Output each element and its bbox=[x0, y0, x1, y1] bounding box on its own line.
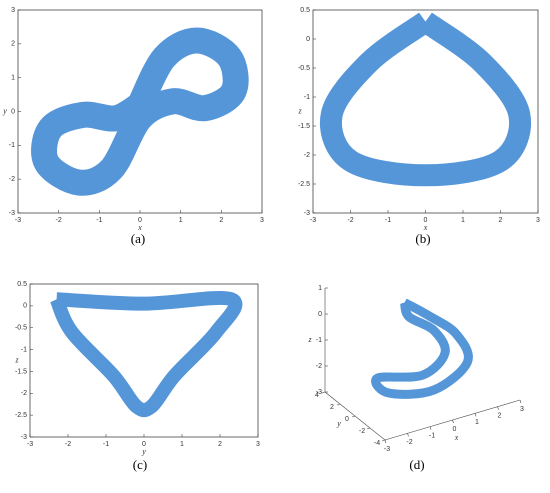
y-tick-label: -1.5 bbox=[298, 123, 310, 130]
panel-label: (b) bbox=[415, 231, 430, 246]
y-tick-label: 0 bbox=[23, 303, 27, 310]
x-tick-label: -3 bbox=[27, 441, 33, 448]
x-tick bbox=[407, 433, 409, 437]
x-tick-label: 1 bbox=[180, 441, 184, 448]
y-axis-label: z bbox=[14, 355, 19, 364]
x-tick-label: 2 bbox=[498, 413, 502, 420]
x-tick-label: 3 bbox=[520, 406, 524, 413]
x-tick-label: 0 bbox=[142, 441, 146, 448]
y-tick-label: -2 bbox=[21, 390, 27, 397]
z-tick-label: 0 bbox=[318, 311, 322, 318]
y-tick-label: -1 bbox=[21, 346, 27, 353]
y-axis-label: z bbox=[297, 106, 302, 115]
x-tick-label: 1 bbox=[475, 419, 479, 426]
z-tick-label: -3 bbox=[316, 389, 322, 396]
y-tick-label: -3 bbox=[21, 434, 27, 441]
y-tick-label: -1.5 bbox=[15, 368, 27, 375]
x-tick-label: 0 bbox=[424, 217, 428, 224]
x-axis-label: x bbox=[454, 433, 459, 442]
y-tick-label: 0.5 bbox=[300, 7, 310, 14]
x-tick-label: 1 bbox=[179, 217, 183, 224]
x-tick-label: 3 bbox=[536, 217, 540, 224]
trajectory bbox=[320, 12, 531, 187]
x-tick-label: 2 bbox=[218, 441, 222, 448]
y-tick-label: -2.5 bbox=[15, 412, 27, 419]
trajectory bbox=[371, 298, 473, 399]
y-tick-label: 1 bbox=[11, 75, 15, 82]
z-tick-label: 1 bbox=[318, 285, 322, 292]
y-tick-label: -3 bbox=[304, 210, 310, 217]
x-tick-label: 0 bbox=[138, 217, 142, 224]
y-tick bbox=[366, 427, 371, 430]
y-tick-label: -0.5 bbox=[298, 65, 310, 72]
y-tick-label: -2 bbox=[304, 152, 310, 159]
x-tick bbox=[384, 439, 387, 444]
y-tick-label: 2 bbox=[330, 404, 334, 411]
y-tick bbox=[336, 403, 341, 406]
y-tick-label: 4 bbox=[315, 392, 319, 399]
y-tick-label: -1 bbox=[9, 142, 15, 149]
x-tick-label: -1 bbox=[103, 441, 109, 448]
x-tick-label: -2 bbox=[65, 441, 71, 448]
x-tick bbox=[519, 399, 522, 404]
panel-label: (d) bbox=[409, 457, 424, 472]
y-tick-label: 0 bbox=[306, 36, 310, 43]
x-tick-label: 2 bbox=[219, 217, 223, 224]
y-tick bbox=[381, 439, 386, 442]
y-tick-label: 0 bbox=[345, 416, 349, 423]
x-tick-label: -1 bbox=[385, 217, 391, 224]
x-tick bbox=[429, 426, 432, 430]
x-tick-label: -3 bbox=[384, 446, 390, 453]
y-tick bbox=[321, 391, 326, 394]
x-tick-label: 3 bbox=[260, 217, 264, 224]
x-tick-label: -1 bbox=[429, 433, 435, 440]
y-tick-label: 0 bbox=[11, 108, 15, 115]
x-tick bbox=[497, 406, 499, 410]
x-tick-label: -3 bbox=[15, 217, 21, 224]
trajectory bbox=[31, 27, 249, 196]
x-tick-label: -2 bbox=[347, 217, 353, 224]
y-tick bbox=[351, 415, 356, 418]
x-tick-label: -1 bbox=[96, 217, 102, 224]
x-tick bbox=[452, 419, 454, 424]
x-axis-label: x bbox=[423, 223, 428, 232]
y-tick-label: -0.5 bbox=[15, 325, 27, 332]
x-axis-label: y bbox=[141, 447, 146, 456]
y-tick-label: 3 bbox=[11, 7, 15, 14]
y-axis-label: y bbox=[2, 106, 7, 115]
x-tick bbox=[474, 413, 477, 417]
x-axis-label: x bbox=[137, 223, 142, 232]
x-tick-label: -3 bbox=[310, 217, 316, 224]
panel-label: (a) bbox=[131, 231, 145, 246]
x-tick-label: 1 bbox=[461, 217, 465, 224]
y-tick-label: 2 bbox=[11, 41, 15, 48]
z-tick-label: -1 bbox=[316, 337, 322, 344]
y-tick-label: -3 bbox=[9, 210, 15, 217]
panel-label: (c) bbox=[133, 457, 147, 472]
y-tick-label: -1 bbox=[304, 94, 310, 101]
y-axis-label: y bbox=[336, 419, 341, 428]
x-tick-label: 0 bbox=[453, 426, 457, 433]
z-tick-label: -2 bbox=[316, 363, 322, 370]
x-tick-label: 3 bbox=[256, 441, 260, 448]
x-tick-label: -2 bbox=[56, 217, 62, 224]
y-tick-label: -2.5 bbox=[298, 181, 310, 188]
trajectory bbox=[50, 290, 243, 418]
y-tick-label: 0.5 bbox=[17, 281, 27, 288]
y-tick-label: -4 bbox=[374, 440, 380, 447]
z-axis-label: z bbox=[307, 335, 312, 344]
x-tick-label: 2 bbox=[499, 217, 503, 224]
y-tick-label: -2 bbox=[359, 428, 365, 435]
y-tick-label: -2 bbox=[9, 176, 15, 183]
x-tick-label: -2 bbox=[406, 439, 412, 446]
